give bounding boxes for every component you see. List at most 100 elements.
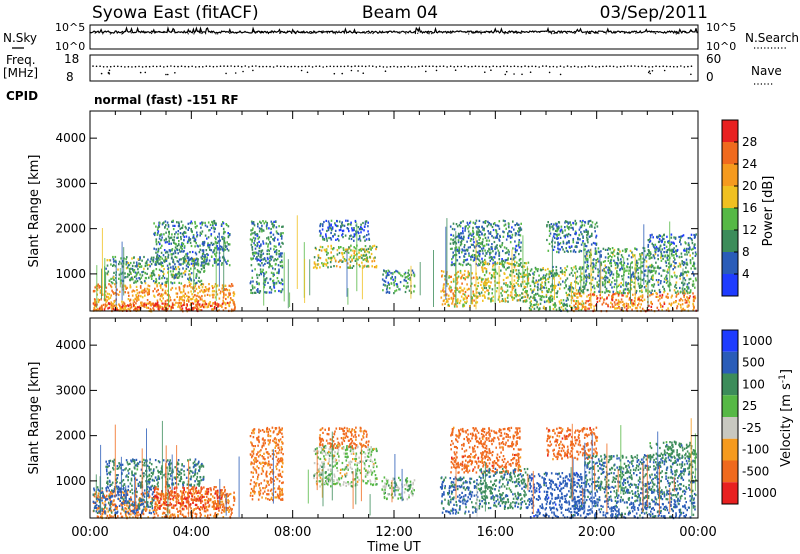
rti-cell — [156, 285, 158, 288]
rti-cell — [611, 303, 614, 306]
rti-cell — [270, 271, 273, 274]
rti-cell — [164, 258, 167, 261]
rti-cell — [481, 269, 484, 272]
rti-cell — [203, 264, 206, 267]
rti-cell — [473, 241, 475, 244]
rti-cell — [181, 245, 184, 248]
rti-cell — [515, 292, 517, 295]
rti-cell — [468, 225, 471, 228]
rti-cell — [592, 241, 595, 245]
rti-cell — [340, 259, 342, 262]
rti-cell — [684, 288, 686, 291]
rti-cell — [645, 290, 647, 293]
rti-cell — [637, 268, 639, 271]
rti-cell — [675, 286, 678, 290]
cpid-label: CPID — [6, 89, 38, 103]
rti-cell — [194, 282, 197, 285]
rti-cell — [160, 269, 162, 273]
rti-cell — [156, 228, 159, 231]
rti-cell — [172, 219, 174, 222]
rti-cell — [221, 256, 224, 259]
rti-cell — [666, 296, 669, 299]
rti-cell — [183, 296, 186, 299]
rti-cell — [281, 241, 283, 244]
rti-cell — [692, 280, 695, 283]
rti-cell — [612, 276, 614, 279]
rti-cell — [664, 254, 667, 257]
rti-cell — [171, 249, 173, 252]
rti-cell — [213, 221, 216, 225]
rti-cell — [337, 234, 340, 238]
rti-cell — [578, 288, 581, 291]
rti-cell — [171, 306, 173, 309]
rti-cell — [208, 259, 211, 262]
rti-cell — [682, 263, 685, 267]
rti-cell — [473, 236, 475, 239]
rti-cell — [617, 256, 619, 259]
rti-cell — [549, 270, 552, 273]
rti-cell — [328, 257, 331, 260]
rti-cell — [594, 230, 596, 233]
rti-cell — [202, 241, 204, 244]
rti-cell — [574, 230, 577, 233]
rti-cell — [519, 272, 522, 275]
rti-cell — [616, 291, 619, 294]
nave-point — [454, 69, 457, 71]
rti-cell — [680, 252, 683, 255]
rti-cell — [597, 274, 600, 277]
rti-cell — [196, 234, 199, 237]
rti-cell — [225, 261, 227, 264]
rti-cell — [484, 254, 487, 257]
rti-cell — [164, 300, 167, 303]
rti-cell — [132, 278, 134, 281]
rti-cell — [109, 296, 112, 299]
rti-cell — [639, 306, 641, 309]
rti-cell — [597, 285, 600, 288]
rti-cell — [125, 267, 128, 270]
rti-cell — [502, 278, 505, 282]
rti-cell — [455, 223, 458, 226]
rti-cell — [131, 290, 133, 293]
rti-cell — [505, 282, 507, 285]
rti-cell — [603, 267, 605, 270]
rti-cell — [611, 298, 613, 301]
rti-cell — [645, 265, 648, 268]
rti-cell — [346, 248, 348, 251]
rti-cell — [629, 306, 631, 309]
rti-cell — [582, 266, 584, 269]
rti-cell — [471, 253, 474, 257]
rti-cell — [193, 306, 195, 309]
rti-cell — [228, 304, 230, 307]
rti-cell — [613, 259, 615, 262]
rti-cell — [577, 291, 580, 294]
rti-cell — [668, 302, 671, 305]
rti-cell — [386, 288, 388, 291]
rti-cell — [495, 235, 498, 238]
rti-cell — [227, 243, 230, 246]
rti-cell — [472, 249, 475, 252]
noise-search-point — [489, 31, 491, 33]
rti-cell — [585, 245, 588, 248]
rti-cell — [188, 239, 190, 242]
rti-cell — [667, 258, 669, 262]
rti-cell — [637, 275, 640, 278]
rti-cell — [596, 281, 598, 284]
rti-cell — [183, 235, 186, 239]
rti-cell — [190, 278, 192, 281]
rti-cell — [331, 227, 334, 230]
rti-cell — [217, 248, 219, 251]
rti-cell — [566, 303, 568, 306]
rti-cell — [413, 273, 415, 276]
rti-cell — [139, 286, 142, 289]
rti-cell — [127, 298, 130, 301]
rti-cell — [611, 294, 614, 297]
rti-cell — [582, 236, 584, 239]
rti-cell — [195, 281, 198, 284]
rti-cell — [349, 235, 351, 238]
rti-cell — [252, 236, 255, 239]
rti-cell — [165, 305, 167, 308]
noise-search-point — [279, 31, 281, 33]
rti-cell — [224, 244, 227, 247]
rti-cell — [683, 291, 685, 294]
rti-cell — [545, 286, 548, 289]
